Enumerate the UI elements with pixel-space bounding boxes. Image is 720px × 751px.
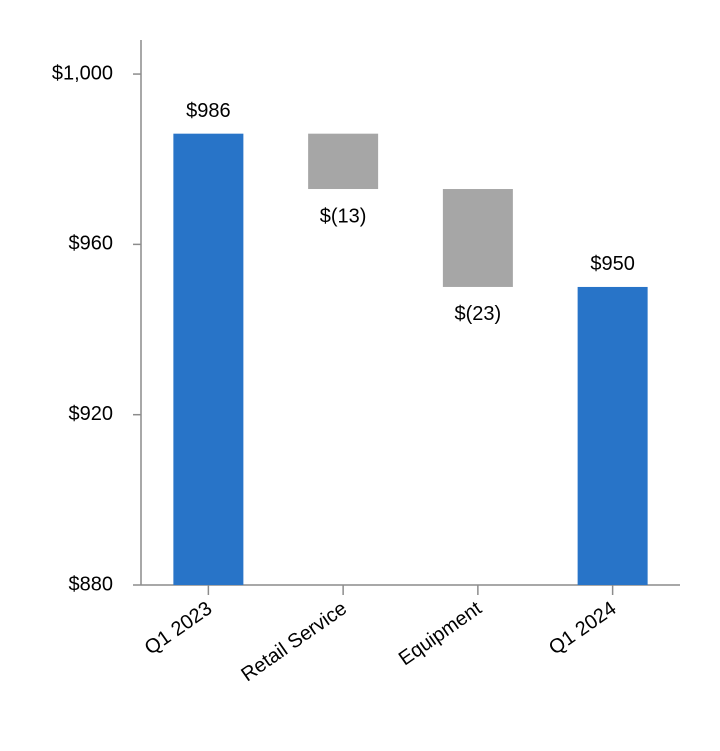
bar — [442, 189, 513, 287]
x-tick-label: Q1 2024 — [545, 597, 620, 659]
y-tick-label: $920 — [69, 403, 114, 425]
bar — [173, 133, 244, 585]
value-label: $(23) — [455, 303, 502, 325]
y-tick-label: $880 — [69, 573, 114, 595]
x-tick-label: Q1 2023 — [141, 597, 216, 659]
y-tick-label: $1,000 — [52, 62, 113, 84]
x-tick-label: Equipment — [395, 597, 486, 670]
bar — [577, 286, 648, 585]
value-label: $(13) — [320, 205, 367, 227]
value-label: $986 — [186, 100, 231, 122]
bar — [308, 133, 379, 190]
value-label: $950 — [590, 253, 635, 275]
x-tick-label: Retail Service — [237, 597, 351, 686]
y-tick-label: $960 — [69, 233, 114, 255]
